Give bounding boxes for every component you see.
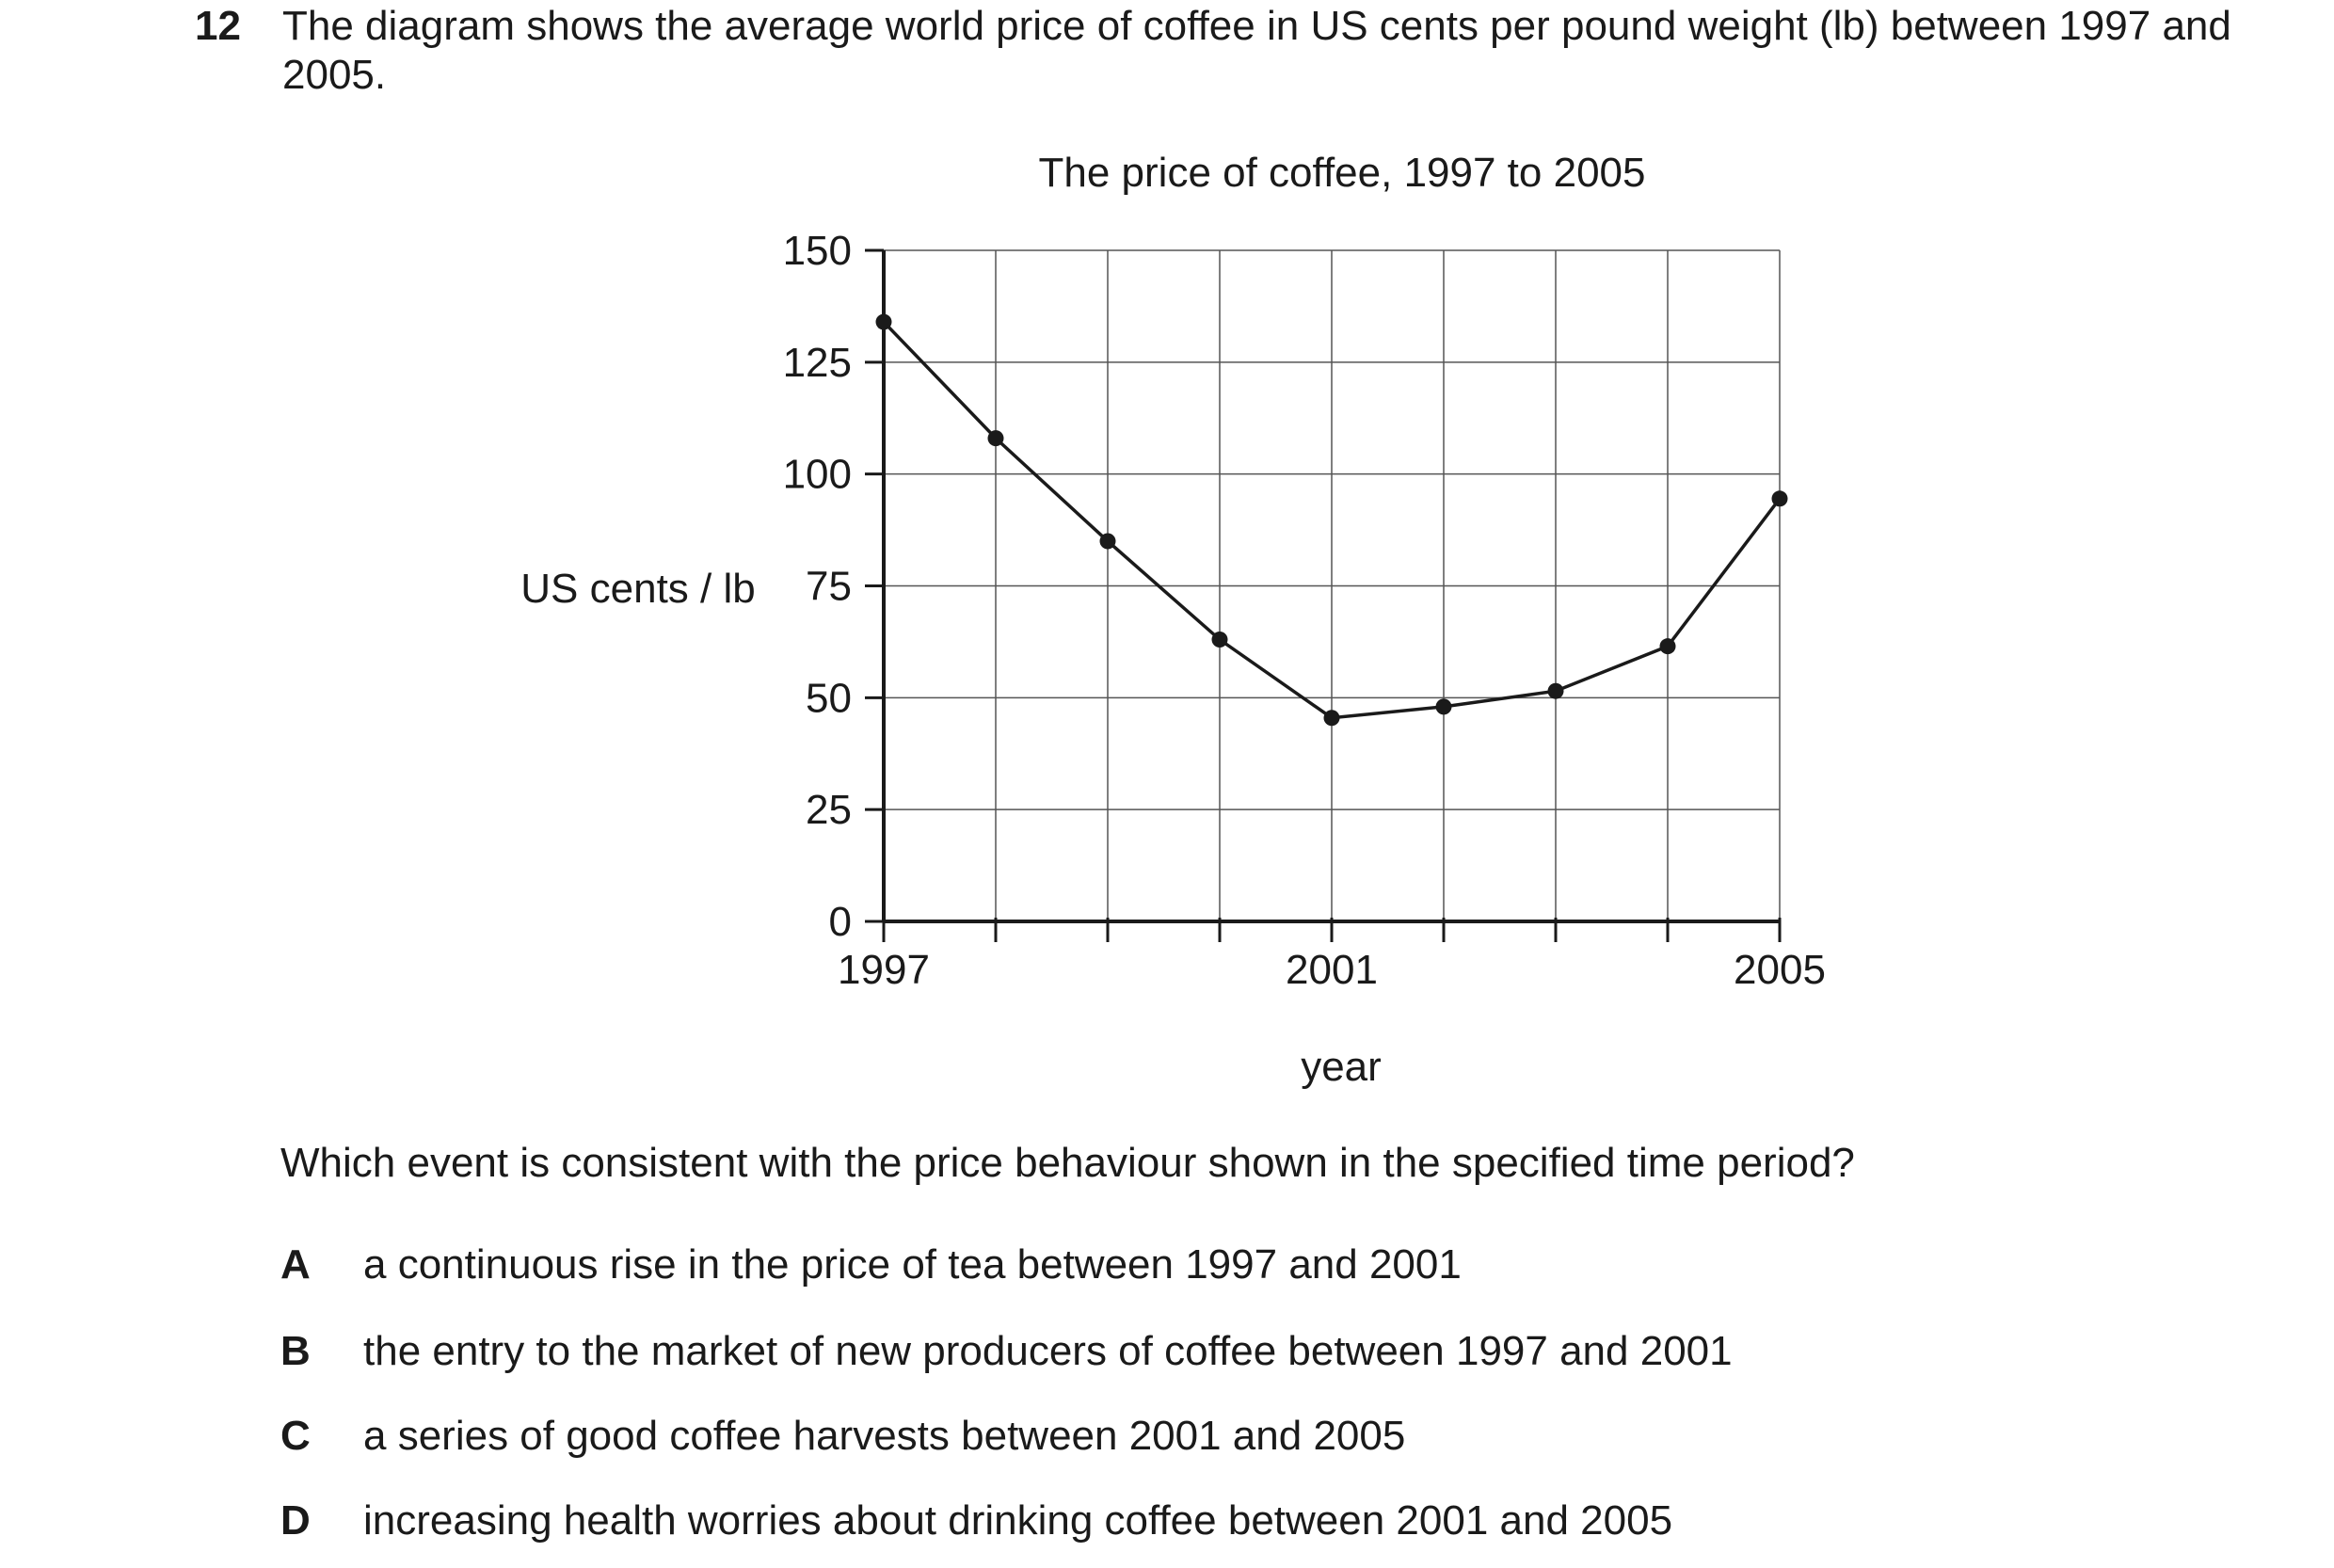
- data-point: [875, 313, 892, 330]
- data-point: [1659, 638, 1676, 655]
- data-point: [1211, 632, 1228, 648]
- option-letter: A: [280, 1241, 311, 1288]
- option-letter: C: [280, 1413, 311, 1459]
- chart-grid: [883, 249, 1781, 922]
- x-tick-label: 2005: [1734, 947, 1826, 993]
- option-text: the entry to the market of new producers…: [363, 1328, 1733, 1374]
- coffee-price-chart: The price of coffee, 1997 to 2005 0 25 50 7…: [520, 150, 1826, 1090]
- data-point: [1771, 490, 1788, 507]
- question-prompt: Which event is consistent with the price…: [280, 1140, 1855, 1186]
- data-point: [987, 430, 1004, 447]
- x-tick-label: 1997: [838, 947, 930, 993]
- y-tick-label: 0: [829, 899, 852, 945]
- data-point: [1547, 682, 1564, 699]
- y-tick-label: 75: [806, 564, 852, 610]
- y-tick-label: 125: [783, 340, 852, 386]
- chart-series: [875, 313, 1788, 727]
- chart-axes: 0 25 50 75 100 125 150 1997 2001 2005: [783, 228, 1826, 993]
- data-point: [1435, 698, 1452, 715]
- option-letter: B: [280, 1328, 311, 1374]
- option-text: increasing health worries about drinking…: [363, 1497, 1673, 1544]
- y-tick-label: 100: [783, 452, 852, 498]
- option-letter: D: [280, 1497, 311, 1544]
- option-text: a continuous rise in the price of tea be…: [363, 1241, 1462, 1288]
- x-tick-label: 2001: [1286, 947, 1378, 993]
- y-tick-label: 25: [806, 787, 852, 833]
- y-tick-label: 50: [806, 675, 852, 721]
- question-number: 12: [195, 3, 241, 49]
- chart-title: The price of coffee, 1997 to 2005: [1039, 150, 1646, 196]
- y-axis-label: US cents / lb: [520, 566, 755, 612]
- y-tick-label: 150: [783, 228, 852, 274]
- data-point: [1099, 533, 1116, 550]
- question-text: The diagram shows the average world pric…: [282, 3, 2231, 98]
- data-point: [1323, 710, 1340, 727]
- option-text: a series of good coffee harvests between…: [363, 1413, 1406, 1459]
- x-axis-label: year: [1301, 1044, 1382, 1090]
